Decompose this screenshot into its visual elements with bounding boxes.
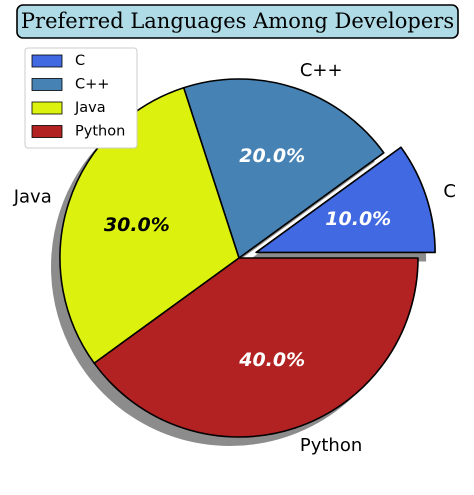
category-labels: C C++ Java Python (13, 60, 456, 456)
legend-swatch-cplusplus (31, 78, 63, 91)
legend-swatch-python (31, 125, 63, 138)
chart-title-text: Preferred Languages Among Developers (21, 9, 454, 33)
category-label-c: C (443, 181, 456, 202)
chart-title: Preferred Languages Among Developers (16, 4, 459, 39)
slice-cplusplus (182, 78, 385, 259)
percent-label-cplusplus: 20.0% (239, 145, 305, 167)
percent-label-python: 40.0% (238, 349, 305, 371)
slice-java (59, 86, 240, 365)
pie-slices (59, 78, 436, 438)
legend-label-java: Java (74, 100, 106, 116)
legend-label-cplusplus: C++ (75, 77, 109, 93)
legend-swatch-java (31, 101, 63, 115)
category-label-python: Python (300, 435, 362, 456)
legend-entries: C C++ Java Python (31, 53, 125, 140)
percent-label-java: 30.0% (104, 214, 170, 236)
percent-labels: 10.0% 20.0% 30.0% 40.0% (104, 145, 391, 371)
slice-python (93, 257, 419, 438)
legend-label-c: C (75, 53, 85, 69)
legend-swatch-c (31, 54, 63, 68)
percent-label-c: 10.0% (325, 208, 391, 230)
chart-title-box (16, 4, 459, 39)
legend-frame (24, 47, 138, 149)
legend-label-python: Python (75, 124, 125, 140)
legend: C C++ Java Python (24, 47, 138, 149)
slice-c (255, 146, 436, 254)
category-label-java: Java (13, 187, 52, 208)
category-label-cplusplus: C++ (300, 60, 343, 81)
